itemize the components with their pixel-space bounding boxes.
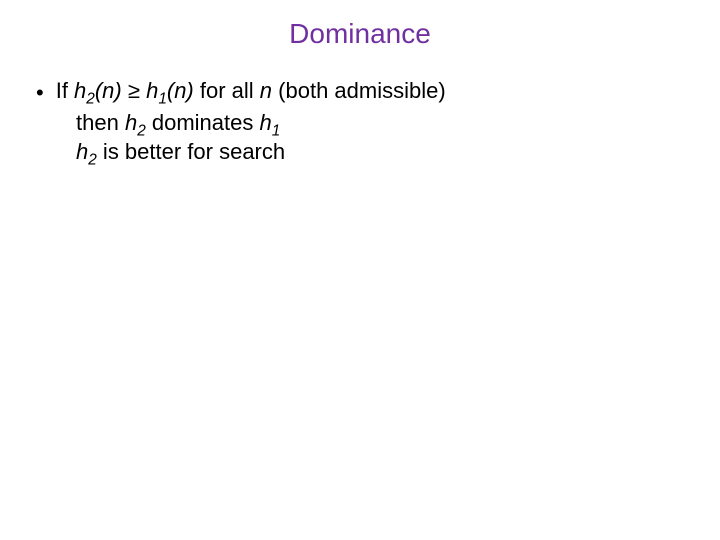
- var-h2-c: h: [76, 139, 88, 164]
- text-admissible: (both admissible): [272, 78, 446, 103]
- var-n: n: [260, 78, 272, 103]
- text-if: If: [56, 78, 74, 103]
- sub-2-c: 2: [88, 152, 97, 169]
- bullet-line-3: h2 is better for search: [76, 137, 690, 167]
- var-h1: h: [146, 78, 158, 103]
- arg-n1: (n): [95, 78, 122, 103]
- sub-1: 1: [158, 90, 167, 107]
- slide-container: Dominance • If h2(n) ≥ h1(n) for all n (…: [0, 0, 720, 540]
- bullet-dot: •: [36, 78, 44, 108]
- var-h2-b: h: [125, 110, 137, 135]
- var-h2: h: [74, 78, 86, 103]
- text-then: then: [76, 110, 125, 135]
- text-forall: for all: [194, 78, 260, 103]
- arg-n2: (n): [167, 78, 194, 103]
- bullet-item: • If h2(n) ≥ h1(n) for all n (both admis…: [36, 76, 690, 108]
- slide-title: Dominance: [30, 18, 690, 50]
- var-h1-b: h: [259, 110, 271, 135]
- text-better: is better for search: [97, 139, 285, 164]
- sub-2: 2: [86, 90, 95, 107]
- op-ge: ≥: [122, 78, 146, 103]
- bullet-line-1: If h2(n) ≥ h1(n) for all n (both admissi…: [56, 76, 690, 106]
- text-dominates: dominates: [146, 110, 260, 135]
- bullet-line-2: then h2 dominates h1: [76, 108, 690, 138]
